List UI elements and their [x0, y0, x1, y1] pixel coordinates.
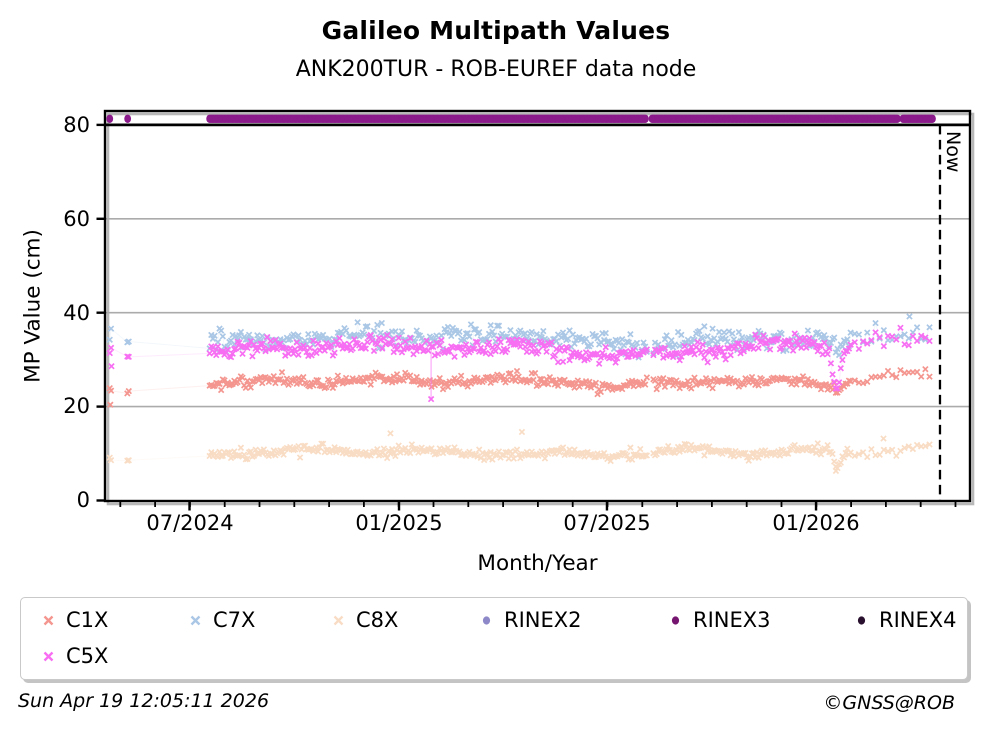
rinex4-marker-icon	[854, 613, 869, 628]
legend-label: C5X	[66, 644, 109, 668]
legend-label: C8X	[356, 608, 399, 632]
chart-title: Galileo Multipath Values	[321, 16, 671, 45]
x-axis-label: Month/Year	[477, 551, 598, 576]
y-tick-40: 40	[63, 301, 90, 325]
legend-item-c8x: C8X	[331, 607, 398, 633]
x-tick-jan2026: 01/2026	[772, 511, 860, 535]
y-axis-label: MP Value (cm)	[20, 229, 46, 383]
c5x-marker-icon	[41, 649, 56, 664]
legend-item-c1x: C1X	[41, 607, 108, 633]
legend-item-rinex4: RINEX4	[854, 607, 957, 633]
copyright-text: ©GNSS@ROB	[823, 692, 955, 714]
legend-item-rinex3: RINEX3	[668, 607, 771, 633]
c8x-marker-icon	[331, 613, 346, 628]
legend-item-rinex2: RINEX2	[479, 607, 582, 633]
x-tick-jul2025: 07/2025	[563, 511, 651, 535]
x-tick-jan2025: 01/2025	[355, 511, 443, 535]
legend-label: RINEX2	[504, 608, 582, 632]
plot-timestamp: Sun Apr 19 12:05:11 2026	[18, 690, 270, 712]
rinex3-marker-icon	[668, 613, 683, 628]
chart-subtitle: ANK200TUR - ROB-EUREF data node	[295, 57, 697, 82]
legend-item-c7x: C7X	[188, 607, 255, 633]
legend-box: C1X C7X C8X RINEX2 RINEX3 RINEX4 C5X	[20, 597, 968, 680]
y-tick-20: 20	[63, 394, 90, 418]
legend-label: C7X	[213, 608, 256, 632]
y-tick-80: 80	[63, 113, 90, 137]
y-tick-0: 0	[76, 488, 90, 512]
legend-item-c5x: C5X	[41, 643, 108, 669]
c1x-marker-icon	[41, 613, 56, 628]
rinex2-marker-icon	[479, 613, 494, 628]
x-tick-jul2024: 07/2024	[146, 511, 234, 535]
now-label: Now	[942, 131, 964, 173]
y-tick-60: 60	[63, 207, 90, 231]
legend-label: C1X	[66, 608, 109, 632]
legend-label: RINEX3	[693, 608, 771, 632]
c7x-marker-icon	[188, 613, 203, 628]
legend-label: RINEX4	[879, 608, 957, 632]
